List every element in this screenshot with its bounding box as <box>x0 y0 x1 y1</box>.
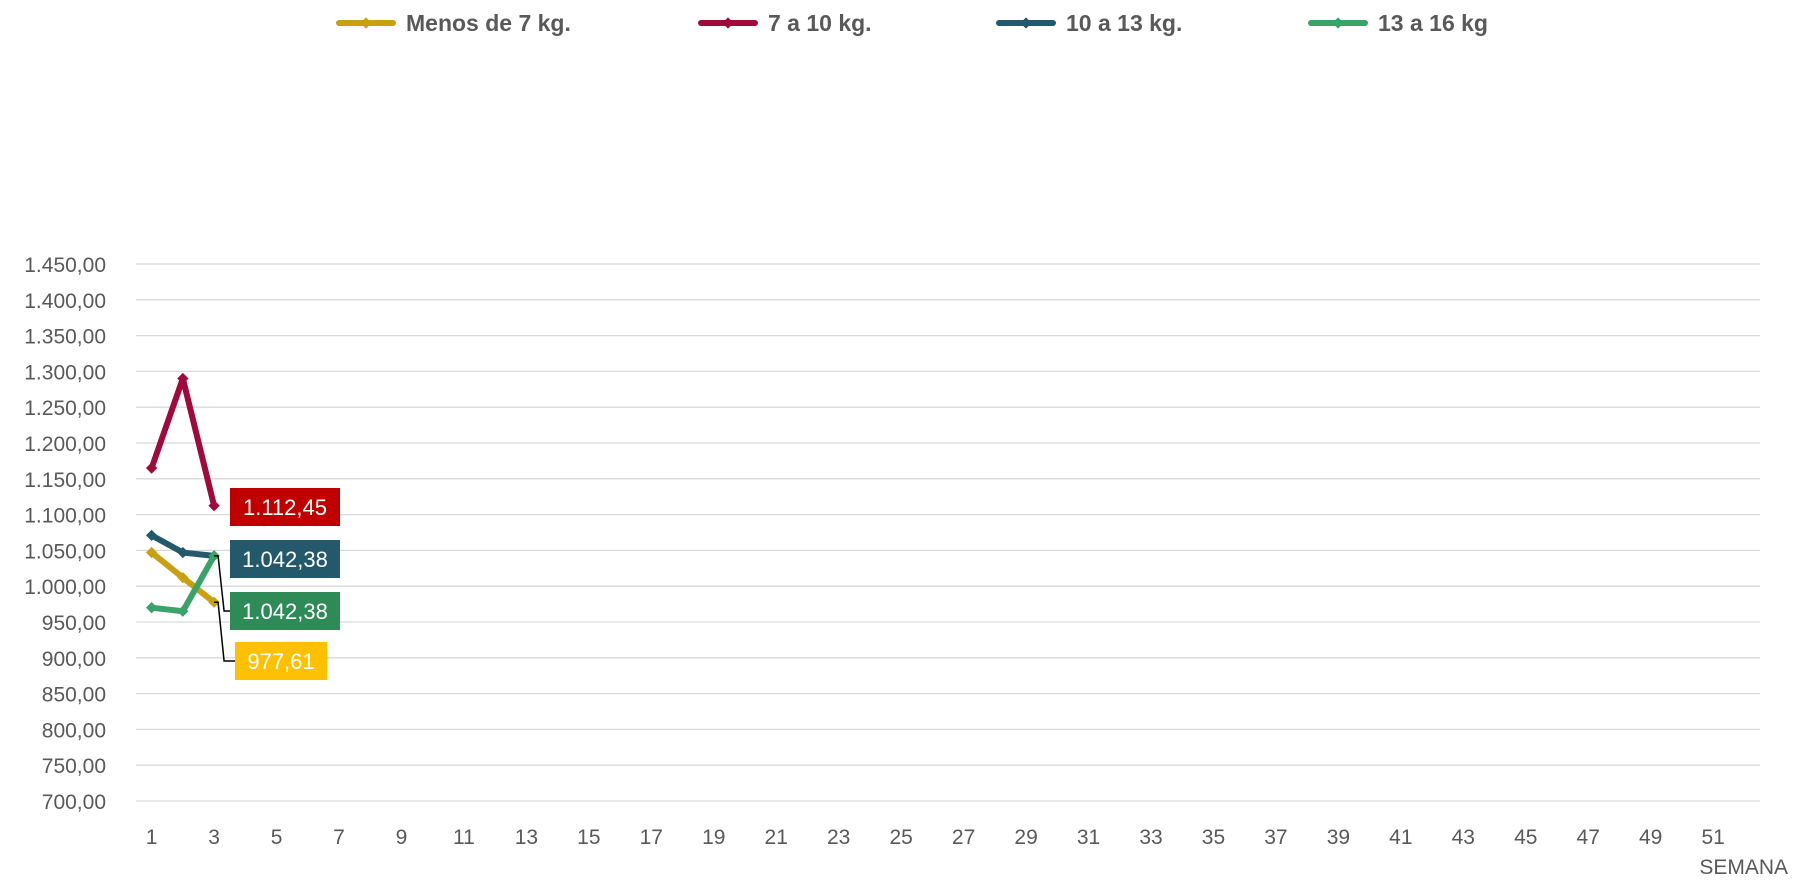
data-point <box>208 500 220 512</box>
y-tick-label: 1.350,00 <box>24 326 106 349</box>
x-tick-label: 3 <box>208 826 220 849</box>
x-axis-title: SEMANA <box>1699 856 1788 879</box>
x-tick-label: 1 <box>146 826 158 849</box>
y-tick-label: 1.250,00 <box>24 397 106 420</box>
leader-line <box>214 555 230 612</box>
legend-label: 13 a 16 kg <box>1378 9 1488 36</box>
x-tick-label: 41 <box>1389 826 1412 849</box>
x-tick-label: 47 <box>1577 826 1600 849</box>
data-point <box>145 546 158 559</box>
x-tick-label: 45 <box>1514 826 1537 849</box>
y-tick-label: 750,00 <box>42 755 106 778</box>
data-label-box <box>230 540 340 578</box>
series-line <box>148 552 218 615</box>
legend-item-13-a-16: 13 a 16 kg <box>1308 8 1488 38</box>
y-tick-label: 850,00 <box>42 684 106 707</box>
y-tick-label: 1.100,00 <box>24 505 106 528</box>
x-tick-label: 25 <box>889 826 912 849</box>
x-tick-label: 9 <box>396 826 408 849</box>
legend-item-7-a-10: 7 a 10 kg. <box>698 8 872 38</box>
x-tick-label: 33 <box>1139 826 1162 849</box>
legend-label: 7 a 10 kg. <box>768 9 872 36</box>
data-label-box <box>230 488 340 526</box>
data-label: 977,61 <box>247 649 314 674</box>
x-tick-label: 31 <box>1077 826 1100 849</box>
x-tick-label: 35 <box>1202 826 1225 849</box>
legend-item-menos-de-7: Menos de 7 kg. <box>336 8 571 38</box>
x-tick-label: 15 <box>577 826 600 849</box>
data-label: 1.042,38 <box>242 547 328 572</box>
data-point <box>177 571 189 584</box>
x-tick-label: 37 <box>1264 826 1287 849</box>
data-label-box <box>230 592 340 630</box>
x-tick-label: 21 <box>765 826 788 849</box>
legend-swatch-icon <box>336 17 396 29</box>
y-tick-label: 800,00 <box>42 719 106 742</box>
x-tick-label: 49 <box>1639 826 1662 849</box>
x-tick-label: 29 <box>1014 826 1037 849</box>
data-label-box <box>235 642 327 680</box>
legend-swatch-icon <box>698 17 758 29</box>
y-tick-label: 1.000,00 <box>24 576 106 599</box>
y-tick-label: 700,00 <box>42 791 106 814</box>
x-tick-label: 27 <box>952 826 975 849</box>
data-point <box>177 605 189 617</box>
x-tick-label: 39 <box>1327 826 1350 849</box>
y-tick-label: 1.300,00 <box>24 361 106 384</box>
x-tick-label: 23 <box>827 826 850 849</box>
series-line <box>148 375 218 509</box>
legend-swatch-icon <box>996 17 1056 29</box>
y-tick-label: 1.450,00 <box>24 254 106 277</box>
x-tick-label: 17 <box>640 826 663 849</box>
y-tick-label: 1.150,00 <box>24 469 106 492</box>
x-tick-label: 11 <box>453 826 475 849</box>
leader-line <box>214 601 235 662</box>
data-point <box>145 529 158 542</box>
data-label: 1.042,38 <box>242 599 328 624</box>
x-tick-label: 5 <box>271 826 283 849</box>
chart-legend: Menos de 7 kg. 7 a 10 kg. 10 a 13 kg. 13… <box>0 8 1796 48</box>
x-tick-label: 43 <box>1452 826 1475 849</box>
y-tick-label: 1.050,00 <box>24 540 106 563</box>
data-point <box>145 602 158 614</box>
x-tick-label: 13 <box>515 826 538 849</box>
data-label: 1.112,45 <box>243 495 327 520</box>
x-tick-label: 19 <box>702 826 725 849</box>
x-tick-label: 7 <box>333 826 345 849</box>
legend-label: Menos de 7 kg. <box>406 9 571 36</box>
y-tick-label: 900,00 <box>42 648 106 671</box>
legend-label: 10 a 13 kg. <box>1066 9 1183 36</box>
y-tick-label: 1.200,00 <box>24 433 106 456</box>
data-point <box>177 372 189 385</box>
data-point <box>177 546 189 559</box>
legend-swatch-icon <box>1308 17 1368 29</box>
y-tick-label: 950,00 <box>42 612 106 635</box>
legend-item-10-a-13: 10 a 13 kg. <box>996 8 1182 38</box>
data-point <box>145 462 158 474</box>
y-tick-label: 1.400,00 <box>24 290 106 313</box>
x-tick-label: 51 <box>1701 826 1724 849</box>
